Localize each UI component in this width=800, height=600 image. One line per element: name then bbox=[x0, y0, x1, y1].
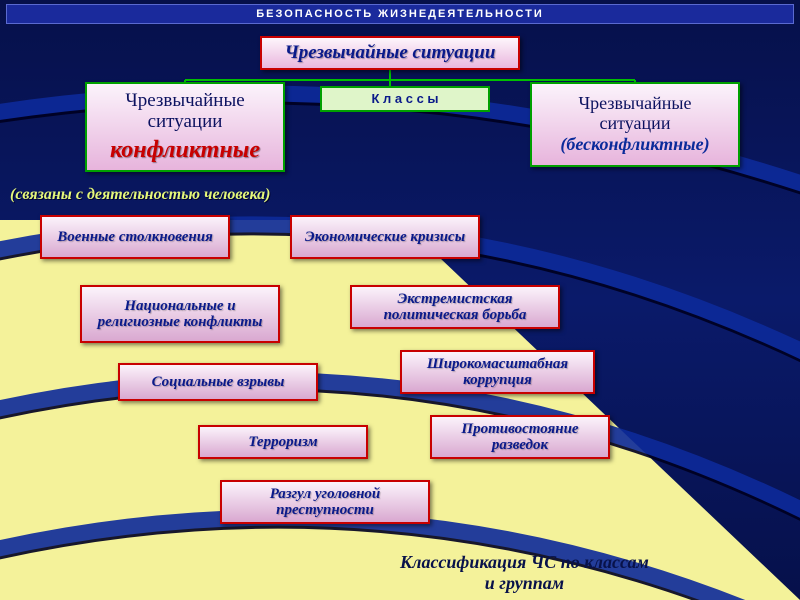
subtitle: (связаны с деятельностью человека) bbox=[10, 186, 271, 204]
item-box-2: Национальные и религиозные конфликты bbox=[80, 285, 280, 343]
footer-line1: Классификация ЧС по классам bbox=[400, 552, 649, 573]
item-box-1: Экономические кризисы bbox=[290, 215, 480, 259]
item-box-8: Разгул уголовной преступности bbox=[220, 480, 430, 524]
item-box-4: Социальные взрывы bbox=[118, 363, 318, 401]
footer: Классификация ЧС по классам и группам bbox=[400, 552, 649, 594]
right-line1: Чрезвычайные bbox=[578, 94, 691, 114]
footer-line2: и группам bbox=[400, 573, 649, 594]
item-box-5: Широкомасштабная коррупция bbox=[400, 350, 595, 394]
item-text-1: Экономические кризисы bbox=[299, 229, 471, 246]
item-text-2: Национальные и религиозные конфликты bbox=[82, 298, 278, 331]
title-text: Чрезвычайные ситуации bbox=[285, 43, 496, 64]
item-text-4: Социальные взрывы bbox=[146, 374, 291, 391]
item-text-8: Разгул уголовной преступности bbox=[222, 486, 428, 519]
left-line1: Чрезвычайные bbox=[125, 91, 244, 112]
item-text-5: Широкомасштабная коррупция bbox=[402, 356, 593, 389]
item-box-7: Противостояние разведок bbox=[430, 415, 610, 459]
right-category-box: Чрезвычайные ситуации (бесконфликтные) bbox=[530, 82, 740, 167]
item-text-3: Экстремистская политическая борьба bbox=[352, 291, 558, 324]
right-line3: (бесконфликтные) bbox=[560, 135, 709, 155]
slide-root: БЕЗОПАСНОСТЬ ЖИЗНЕДЕЯТЕЛЬНОСТИ Чрезвычай… bbox=[0, 0, 800, 600]
classes-text: К л а с с ы bbox=[371, 92, 438, 106]
item-text-0: Военные столкновения bbox=[51, 229, 219, 246]
item-text-7: Противостояние разведок bbox=[432, 421, 608, 454]
left-category-box: Чрезвычайные ситуации конфликтные bbox=[85, 82, 285, 172]
item-box-0: Военные столкновения bbox=[40, 215, 230, 259]
classes-box: К л а с с ы bbox=[320, 86, 490, 112]
right-line2: ситуации bbox=[600, 114, 671, 134]
left-line2: ситуации bbox=[148, 112, 223, 133]
item-text-6: Терроризм bbox=[242, 434, 323, 451]
item-box-3: Экстремистская политическая борьба bbox=[350, 285, 560, 329]
title-box: Чрезвычайные ситуации bbox=[260, 36, 520, 70]
item-box-6: Терроризм bbox=[198, 425, 368, 459]
left-line3: конфликтные bbox=[110, 137, 260, 163]
